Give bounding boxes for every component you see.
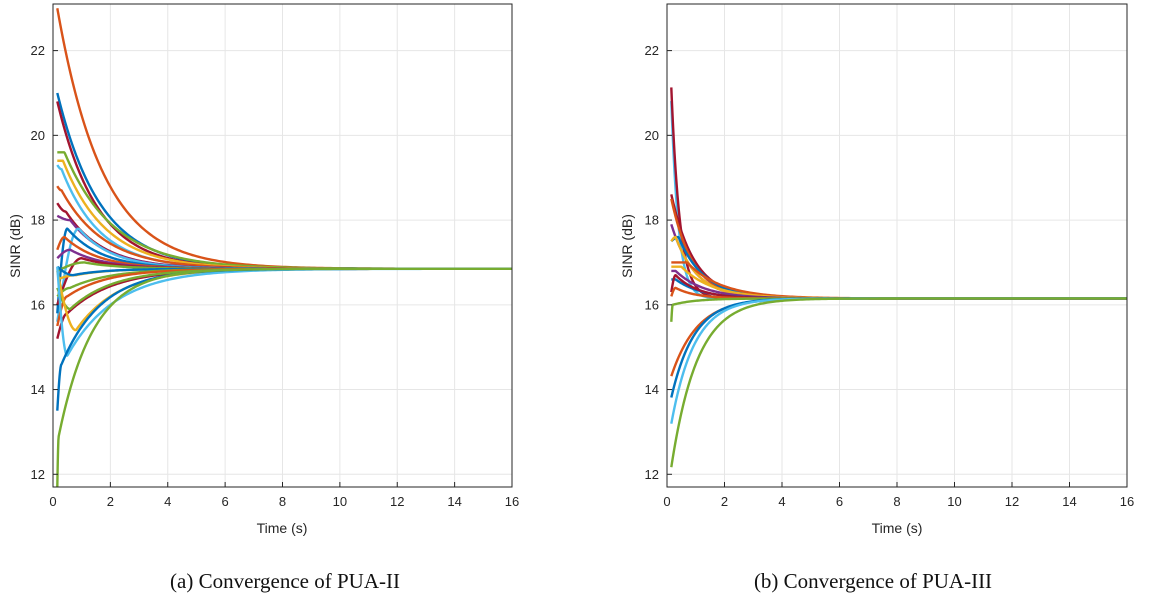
series-line-1 <box>670 101 1127 300</box>
y-tick-labels-b: 12 14 16 18 20 22 <box>645 43 672 482</box>
x-tick-label: 10 <box>333 494 347 509</box>
x-tick-label: 4 <box>164 494 171 509</box>
x-tick-labels-a: 0 2 4 6 8 10 12 14 16 <box>49 482 519 509</box>
y-tick-label: 12 <box>645 467 659 482</box>
series-line-5 <box>670 223 1127 300</box>
series-lines-a <box>56 7 512 487</box>
x-tick-label: 10 <box>947 494 961 509</box>
y-tick-label: 22 <box>645 43 659 58</box>
x-tick-label: 0 <box>49 494 56 509</box>
series-line-6 <box>670 235 1127 300</box>
series-lines-b <box>670 87 1127 468</box>
gridlines-a <box>52 4 513 487</box>
y-tick-label: 20 <box>31 128 45 143</box>
series-line-1 <box>56 7 512 270</box>
series-line-7 <box>670 235 1127 300</box>
series-line-9 <box>670 265 1127 300</box>
x-tick-label: 0 <box>663 494 670 509</box>
x-axis-label-a: Time (s) <box>257 520 308 536</box>
x-tick-label: 6 <box>222 494 229 509</box>
y-tick-label: 14 <box>645 382 659 397</box>
series-line-16 <box>670 297 1127 399</box>
y-tick-label: 14 <box>31 382 45 397</box>
x-tick-label: 12 <box>390 494 404 509</box>
gridlines-b <box>666 4 1128 487</box>
y-tick-label: 20 <box>645 128 659 143</box>
x-tick-labels-b: 0 2 4 6 8 10 12 14 16 <box>663 482 1134 509</box>
x-tick-label: 16 <box>1120 494 1134 509</box>
chart-panel-b: 0 2 4 6 8 10 12 14 16 12 14 16 18 20 22 Time (s) SINR… <box>619 3 1134 593</box>
series-line-22 <box>56 267 512 332</box>
x-tick-label: 2 <box>107 494 114 509</box>
x-axis-label-b: Time (s) <box>872 520 923 536</box>
y-tick-label: 18 <box>31 213 45 228</box>
series-line-18 <box>670 297 1127 468</box>
series-line-10 <box>670 269 1127 300</box>
series-line-3 <box>670 193 1127 300</box>
caption-b: (b) Convergence of PUA-III <box>754 569 992 593</box>
x-tick-label: 8 <box>279 494 286 509</box>
series-line-4 <box>670 197 1127 300</box>
x-tick-label: 12 <box>1005 494 1019 509</box>
series-line-17 <box>670 297 1127 425</box>
x-tick-label: 14 <box>1062 494 1076 509</box>
series-line-6 <box>56 163 512 270</box>
x-tick-label: 14 <box>447 494 461 509</box>
series-line-5 <box>56 159 512 270</box>
caption-a: (a) Convergence of PUA-II <box>170 569 400 593</box>
series-line-2 <box>670 87 1127 300</box>
y-axis-label-a: SINR (dB) <box>7 214 23 278</box>
y-tick-label: 16 <box>645 297 659 312</box>
chart-panel-a: 0 2 4 6 8 10 12 14 16 12 14 16 18 20 22 Time (s) SINR… <box>7 3 519 593</box>
x-tick-label: 8 <box>893 494 900 509</box>
x-tick-label: 2 <box>721 494 728 509</box>
y-tick-label: 22 <box>31 43 45 58</box>
y-tick-label: 18 <box>645 213 659 228</box>
series-line-19 <box>56 267 512 327</box>
y-axis-label-b: SINR (dB) <box>619 214 635 278</box>
series-line-25 <box>56 267 512 487</box>
x-tick-label: 16 <box>505 494 519 509</box>
y-tick-label: 16 <box>31 297 45 312</box>
y-tick-labels-a: 12 14 16 18 20 22 <box>31 43 58 482</box>
x-tick-label: 6 <box>836 494 843 509</box>
x-tick-label: 4 <box>778 494 785 509</box>
y-tick-label: 12 <box>31 467 45 482</box>
